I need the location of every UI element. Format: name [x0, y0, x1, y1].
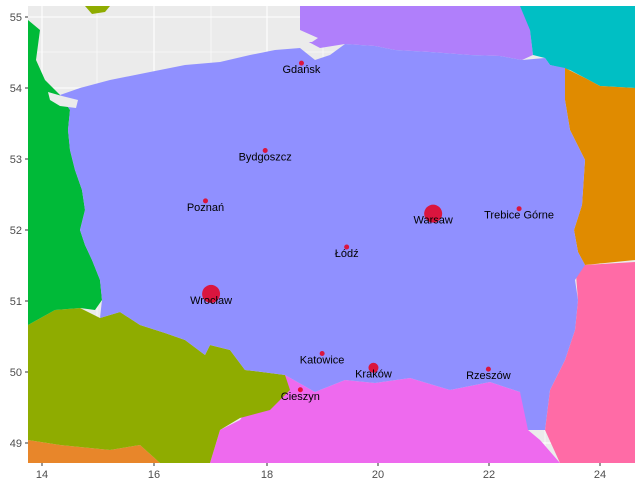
region-austria [28, 440, 160, 463]
x-tick-label: 24 [594, 469, 606, 481]
city-label: Gdańsk [283, 64, 321, 76]
x-tick-label: 14 [36, 469, 48, 481]
city-layer: Gdańsk Bydgoszcz Poznań Warsaw Trebice Górne… [187, 60, 554, 403]
region-lithuania [520, 6, 635, 88]
city-label: Bydgoszcz [239, 151, 292, 163]
region-poland [60, 44, 585, 430]
y-tick-label: 52 [10, 225, 22, 237]
city-marker [202, 284, 221, 303]
city-label: Rzeszów [466, 370, 511, 382]
y-tick-label: 53 [10, 154, 22, 166]
y-tick-label: 55 [10, 12, 22, 24]
city-marker [424, 204, 443, 223]
city-label: Trebice Górne [484, 210, 554, 222]
region-ukraine [545, 262, 635, 463]
szczecin-lagoon [48, 92, 78, 108]
city-marker [202, 198, 208, 204]
city-marker [485, 366, 491, 372]
city-marker [297, 387, 303, 393]
x-tick-label: 22 [483, 469, 495, 481]
region-germany [28, 20, 102, 325]
y-tick-label: 49 [10, 438, 22, 450]
y-tick-label: 50 [10, 367, 22, 379]
x-tick-label: 20 [372, 469, 384, 481]
city-marker [262, 147, 268, 153]
city-label: Warsaw [413, 215, 452, 227]
y-axis: 55 54 53 52 51 50 49 [10, 12, 28, 450]
region-slovakia [210, 375, 560, 463]
gdansk-bay [290, 30, 318, 42]
x-tick-label: 16 [148, 469, 160, 481]
city-label: Wrocław [190, 295, 232, 307]
y-tick-label: 51 [10, 296, 22, 308]
city-marker [319, 351, 325, 357]
city-label: Kraków [355, 369, 392, 381]
y-tick-label: 54 [10, 83, 22, 95]
city-label: Poznań [187, 202, 224, 214]
city-label: Cieszyn [281, 391, 320, 403]
region-czechia [28, 308, 290, 463]
x-axis: 14 16 18 20 22 24 [36, 463, 606, 481]
city-marker [298, 60, 304, 66]
city-marker [344, 244, 350, 250]
region-russia [300, 6, 540, 60]
city-marker [516, 206, 522, 212]
city-label: Katowice [300, 355, 345, 367]
city-marker [368, 362, 379, 373]
region-belarus [565, 68, 635, 265]
x-tick-label: 18 [261, 469, 273, 481]
region-germany-island [85, 6, 110, 14]
city-label: Łódź [335, 248, 359, 260]
